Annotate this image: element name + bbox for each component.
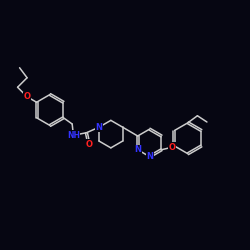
Text: O: O [24, 92, 30, 101]
Text: O: O [86, 140, 92, 149]
Text: O: O [168, 143, 175, 152]
Text: N: N [134, 145, 141, 154]
Text: N: N [146, 152, 153, 161]
Text: N: N [96, 123, 102, 132]
Text: NH: NH [67, 131, 80, 140]
